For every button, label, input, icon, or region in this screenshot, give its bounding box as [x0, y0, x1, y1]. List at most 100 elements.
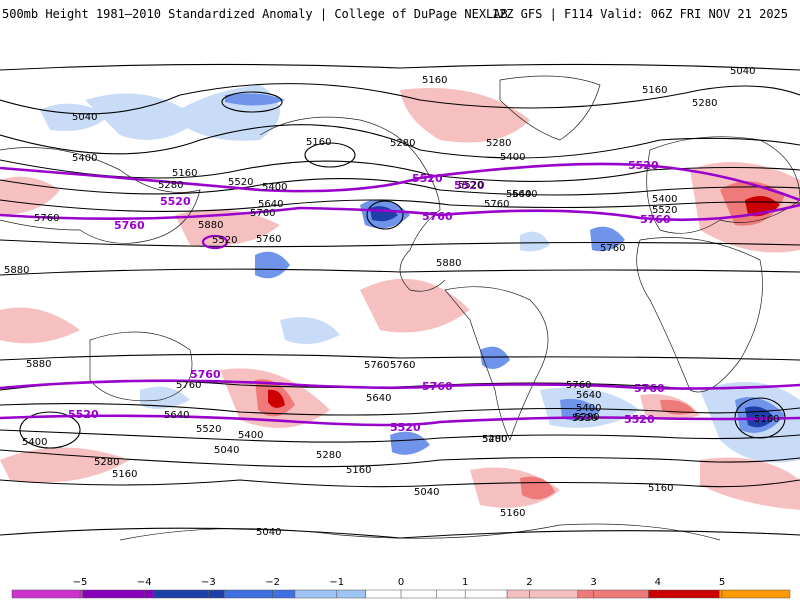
contour-label: 5160: [754, 414, 779, 425]
contour-label: 5280: [486, 138, 511, 149]
thick-label: 5520: [68, 408, 99, 421]
contour-label: 5400: [576, 403, 601, 414]
contour-label: 5760: [256, 234, 281, 245]
thick-label: 5760: [634, 382, 665, 395]
contour-label: 5280: [692, 98, 717, 109]
contour-label: 5760: [600, 243, 625, 254]
contour-label: 5160: [346, 465, 371, 476]
colorbar-segment: [294, 589, 366, 599]
africa-coast: [636, 237, 763, 393]
contour-label: 5640: [512, 189, 537, 200]
contour-label: 5040: [414, 487, 439, 498]
contour-label: 5640: [576, 390, 601, 401]
greenland-coast: [499, 75, 601, 141]
colorbar-segment: [82, 589, 154, 599]
contour-label: 5160: [642, 85, 667, 96]
contour-label: 5040: [730, 66, 755, 77]
contour-label: 5280: [574, 412, 599, 423]
south-america-coast: [444, 286, 549, 441]
thick-contours: [0, 162, 800, 427]
colorbar-segment: [436, 589, 508, 599]
anomaly-map: 5520 5520 5520 5520 5760 5760 5760 5760 …: [0, 63, 800, 541]
colorbar-tick-label: 2: [526, 577, 532, 588]
north-america-coast: [259, 116, 446, 292]
contour-label: 5400: [238, 430, 263, 441]
colorbar-tick-label: 4: [655, 577, 661, 588]
contour-label: 5400: [72, 153, 97, 164]
colorbar-tick-label: −3: [201, 577, 216, 588]
thick-label: 5520: [624, 413, 655, 426]
contour-labels: 5160 5040 5160 5280 5040 5400 5160 5280 …: [4, 66, 779, 538]
contour-label: 5640: [164, 410, 189, 421]
contour-label: 5280: [482, 434, 507, 445]
colorbar: −5 −4 −3 −2 −1 0 1 2 3 4 5: [11, 577, 791, 599]
asia-coast: [0, 147, 201, 244]
colorbar-segment: [648, 589, 720, 599]
contour-label: 5760: [364, 360, 389, 371]
colorbar-tick-label: 3: [590, 577, 596, 588]
thick-label: 5520: [160, 195, 191, 208]
colorbar-tick-label: −2: [265, 577, 280, 588]
colorbar-tick-label: 5: [719, 577, 725, 588]
colorbar-tick-label: 0: [398, 577, 404, 588]
colorbar-tick-label: −1: [329, 577, 344, 588]
thick-label: 5760: [114, 219, 145, 232]
contour-label: 5760: [250, 208, 275, 219]
contour-label: 5640: [506, 189, 531, 200]
map-title: 500mb Height 1981–2010 Standardized Anom…: [2, 7, 508, 21]
contour-label: 5520: [228, 177, 253, 188]
thick-label: 5520: [412, 172, 443, 185]
colorbar-segments: [11, 589, 791, 599]
contour-label: 5160: [500, 508, 525, 519]
header-bar: 500mb Height 1981–2010 Standardized Anom…: [0, 0, 800, 40]
contour-label: 5160: [422, 75, 447, 86]
contour-label: 5520: [572, 413, 597, 424]
contour-label: 5400: [482, 434, 507, 445]
coastlines: [0, 75, 800, 541]
contour-label: 5880: [26, 359, 51, 370]
contour-label: 5880: [436, 258, 461, 269]
contour-label: 5160: [306, 137, 331, 148]
contour-label: 5400: [652, 194, 677, 205]
colorbar-tick-label: 1: [462, 577, 468, 588]
colorbar-tick-label: −4: [137, 577, 152, 588]
contour-label: 5160: [172, 168, 197, 179]
thick-label: 5760: [640, 213, 671, 226]
thick-label: 5520: [454, 179, 485, 192]
contour-label: 5520: [196, 424, 221, 435]
thick-label: 5520: [628, 159, 659, 172]
colorbar-segment: [719, 589, 791, 599]
contour-label: 5760: [566, 380, 591, 391]
colorbar-segment: [11, 589, 83, 599]
contour-label: 5280: [158, 180, 183, 191]
contour-label: 5760: [484, 199, 509, 210]
thick-label: 5760: [190, 368, 221, 381]
colorbar-tick-label: −5: [73, 577, 88, 588]
contour-label: 5880: [198, 220, 223, 231]
europe-coast: [646, 136, 800, 234]
contour-label: 5520: [652, 205, 677, 216]
contour-label: 5400: [262, 182, 287, 193]
contour-label: 5760: [34, 213, 59, 224]
thick-label: 5760: [422, 380, 453, 393]
contour-label: 5160: [648, 483, 673, 494]
contour-label: 5520: [458, 180, 483, 191]
contour-label: 5400: [22, 437, 47, 448]
contour-label: 5640: [258, 199, 283, 210]
contour-label: 5040: [72, 112, 97, 123]
colorbar-segment: [153, 589, 225, 599]
contour-label: 5640: [366, 393, 391, 404]
model-run-info: 12Z GFS | F114 Valid: 06Z FRI NOV 21 202…: [491, 7, 788, 21]
contour-label: 5880: [4, 265, 29, 276]
colorbar-segment: [223, 589, 296, 599]
antarctica-coast: [119, 523, 721, 541]
contour-label: 5280: [316, 450, 341, 461]
contour-label: 5160: [112, 469, 137, 480]
contour-label: 5040: [214, 445, 239, 456]
colorbar-segment: [577, 589, 649, 599]
contour-label: 5280: [390, 138, 415, 149]
thick-contour-labels: 5520 5520 5520 5520 5760 5760 5760 5760 …: [68, 159, 671, 434]
colorbar-ticks: −5 −4 −3 −2 −1 0 1 2 3 4 5: [73, 577, 725, 598]
contour-label: 5280: [94, 457, 119, 468]
contour-label: 5760: [176, 380, 201, 391]
